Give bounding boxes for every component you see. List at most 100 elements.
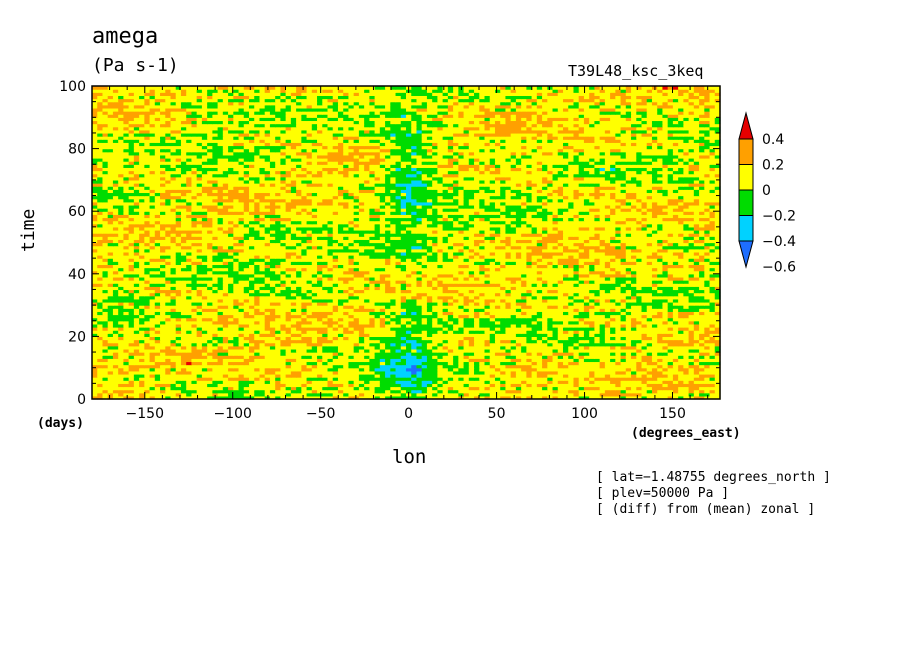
heatmap-cell (154, 364, 161, 369)
heatmap-cell (636, 361, 643, 366)
heatmap-cell (369, 389, 376, 394)
heatmap-cell (107, 370, 114, 375)
heatmap-cell (426, 364, 433, 369)
heatmap-cell (494, 389, 501, 394)
heatmap-cell (296, 392, 302, 397)
heatmap-cell (369, 377, 376, 381)
heatmap-cell (327, 383, 334, 388)
heatmap-cell (400, 367, 407, 372)
heatmap-cell (343, 364, 350, 369)
heatmap-cell (353, 361, 360, 366)
heatmap-cell (379, 395, 386, 400)
heatmap-cell (332, 370, 339, 375)
heatmap-cell (196, 395, 203, 400)
heatmap-cell (594, 389, 601, 394)
heatmap-cell (651, 373, 658, 378)
heatmap-cell (704, 358, 711, 363)
heatmap-cell (374, 389, 381, 394)
heatmap-cell (662, 373, 669, 378)
heatmap-cell (631, 373, 637, 378)
heatmap-cell (269, 364, 276, 369)
heatmap-cell (479, 364, 486, 369)
heatmap-cell (212, 383, 219, 388)
heatmap-cell (432, 361, 438, 366)
heatmap-cell (651, 367, 658, 372)
heatmap-cell (353, 389, 360, 394)
heatmap-cell (573, 383, 580, 388)
heatmap-cell (547, 367, 554, 372)
heatmap-cell (531, 361, 538, 366)
heatmap-cell (474, 364, 480, 369)
heatmap-cell (578, 364, 585, 369)
heatmap-cell (583, 373, 590, 378)
heatmap-cell (620, 389, 627, 394)
heatmap-cell (191, 392, 198, 397)
heatmap-cell (568, 367, 575, 372)
heatmap-cell (631, 364, 637, 369)
heatmap-cell (573, 364, 580, 369)
heatmap-cell (118, 386, 124, 391)
heatmap-cell (594, 380, 601, 384)
heatmap-cell (107, 389, 114, 394)
heatmap-cell (118, 373, 124, 378)
heatmap-cell (583, 377, 590, 381)
heatmap-cell (379, 383, 386, 388)
heatmap-cell (128, 380, 135, 384)
heatmap-cell (154, 373, 161, 378)
heatmap-cell (97, 389, 104, 394)
heatmap-cell (196, 389, 203, 394)
heatmap-cell (118, 389, 124, 394)
heatmap-cell (249, 392, 255, 397)
heatmap-cell (552, 383, 559, 388)
heatmap-cell (112, 383, 119, 388)
heatmap-cell (243, 395, 250, 400)
heatmap-cell (165, 377, 172, 381)
heatmap-cell (557, 380, 564, 384)
heatmap-cell (594, 373, 601, 378)
heatmap-cell (620, 361, 627, 366)
heatmap-cell (133, 392, 140, 397)
heatmap-cell (688, 386, 695, 391)
heatmap-cell (180, 392, 187, 397)
heatmap-cell (280, 361, 287, 366)
heatmap-cell (447, 367, 454, 372)
heatmap-cell (343, 389, 350, 394)
heatmap-cell (327, 389, 334, 394)
heatmap-cell (510, 373, 517, 378)
heatmap-cell (699, 370, 705, 375)
heatmap-cell (395, 389, 402, 394)
heatmap-cell (317, 377, 323, 381)
heatmap-cell (196, 373, 203, 378)
heatmap-cell (458, 392, 465, 397)
heatmap-cell (442, 395, 449, 400)
heatmap-cell (97, 355, 104, 359)
heatmap-cell (238, 389, 245, 394)
heatmap-cell (322, 370, 329, 375)
heatmap-cell (709, 358, 716, 363)
heatmap-cell (437, 383, 444, 388)
heatmap-cell (217, 373, 224, 378)
heatmap-cell (542, 395, 548, 400)
heatmap-cell (505, 358, 512, 363)
heatmap-cell (275, 386, 281, 391)
heatmap-cell (594, 361, 601, 366)
heatmap-cell (385, 367, 391, 372)
heatmap-cell (201, 370, 208, 375)
heatmap-cell (599, 377, 606, 381)
heatmap-cell (631, 370, 637, 375)
heatmap-cell (667, 386, 674, 391)
heatmap-cell (97, 383, 104, 388)
heatmap-cell (118, 364, 124, 369)
heatmap-cell (207, 370, 213, 375)
chart-title: amega (92, 24, 159, 49)
heatmap-cell (337, 358, 344, 363)
heatmap-cell (515, 373, 522, 378)
heatmap-cell (484, 377, 491, 381)
heatmap-cell (583, 392, 590, 397)
heatmap-cell (102, 386, 109, 391)
heatmap-cell (118, 380, 124, 384)
heatmap-cell (421, 373, 428, 378)
heatmap-cell (306, 392, 313, 397)
heatmap-cell (337, 380, 344, 384)
heatmap-cell (447, 383, 454, 388)
